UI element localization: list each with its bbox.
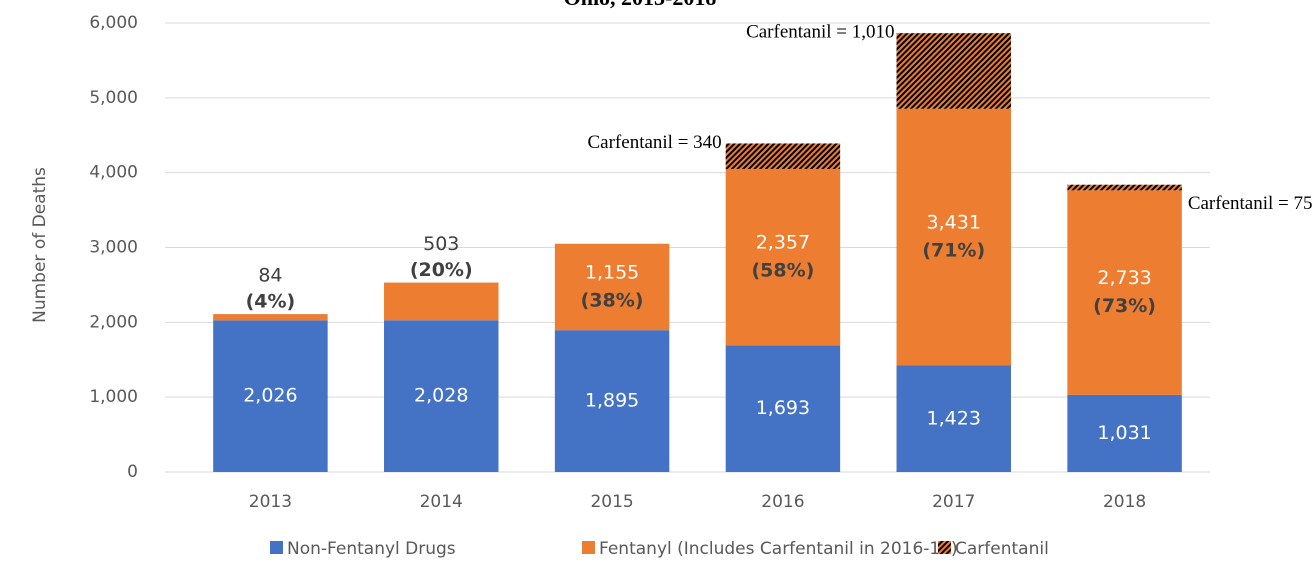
bar-segment [725, 143, 841, 169]
bar-segment [1067, 394, 1182, 472]
legend-label: Non-Fentanyl Drugs [287, 539, 456, 559]
legend-swatch [938, 541, 951, 554]
x-tick-label: 2018 [1103, 492, 1146, 512]
x-tick-label: 2013 [249, 492, 292, 512]
data-label: 2,357 [756, 232, 810, 254]
data-label: 1,031 [1097, 422, 1151, 444]
data-label: 2,028 [414, 385, 468, 407]
x-tick-label: 2014 [420, 492, 463, 512]
share-label: (58%) [751, 260, 814, 282]
share-label: (73%) [1093, 295, 1156, 317]
y-tick-label: 0 [127, 462, 138, 482]
share-label: (4%) [246, 291, 296, 313]
y-tick-label: 6,000 [89, 13, 138, 33]
bar-segment [1067, 184, 1182, 191]
share-label: (20%) [410, 259, 473, 281]
x-tick-label: 2016 [761, 492, 804, 512]
annotation: Carfentanil = 75 [1188, 193, 1313, 214]
data-label: 503 [423, 233, 459, 255]
x-tick-label: 2015 [590, 492, 633, 512]
y-tick-label: 5,000 [89, 88, 138, 108]
data-label: 1,693 [756, 397, 810, 419]
legend-swatch [582, 541, 595, 554]
data-label: 2,733 [1097, 267, 1151, 289]
data-label: 1,423 [927, 407, 981, 429]
bar-segment [725, 345, 841, 472]
bar-segment [725, 168, 841, 346]
bar-segment [213, 320, 328, 472]
annotation: Carfentanil = 340 [588, 132, 722, 153]
y-tick-label: 4,000 [89, 163, 138, 183]
x-tick-label: 2017 [932, 492, 975, 512]
legend-swatch [270, 541, 283, 554]
y-tick-label: 2,000 [89, 312, 138, 332]
bar-segment [554, 330, 670, 472]
legend-label: Fentanyl (Includes Carfentanil in 2016-1… [599, 539, 958, 559]
data-label: 3,431 [927, 212, 981, 234]
y-tick-label: 3,000 [89, 238, 138, 258]
share-label: (71%) [922, 240, 985, 262]
data-label: 84 [258, 265, 282, 287]
y-axis-title: Number of Deaths [30, 167, 50, 323]
chart-title: Ohio, 2013-2018 [564, 0, 717, 10]
y-tick-label: 1,000 [89, 387, 138, 407]
data-label: 1,155 [585, 261, 639, 283]
bar-segment [896, 365, 1011, 472]
bar-segment [896, 33, 1011, 109]
annotation: Carfentanil = 1,010 [746, 22, 894, 43]
legend-label: Carfentanil [955, 539, 1049, 559]
bar-segment [384, 282, 499, 321]
bar-segment [213, 314, 328, 321]
bar-segment [896, 108, 1011, 366]
bar-segment [384, 320, 499, 472]
data-label: 2,026 [243, 385, 297, 407]
data-label: 1,895 [585, 390, 639, 412]
bar-segment [554, 243, 670, 331]
bar-segment [1067, 190, 1182, 395]
share-label: (38%) [581, 289, 644, 311]
